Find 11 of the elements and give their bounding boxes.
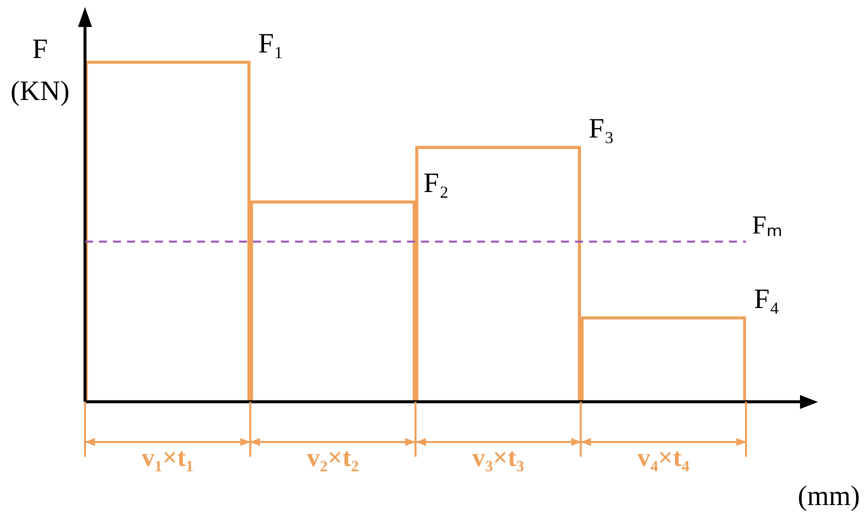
y-axis-title: F (KN) <box>10 34 70 107</box>
x-tick-label: v₄×t₄ <box>637 443 690 472</box>
annotation: F₄ <box>754 284 780 315</box>
text: F₁ <box>258 28 284 60</box>
ref-line-label: Fₘ <box>752 210 782 240</box>
x-axis-title: (mm) <box>798 481 860 512</box>
annotation: F₂ <box>424 168 449 200</box>
annotation: F₃ <box>588 113 614 144</box>
x-tick-label: v₂×t₂ <box>306 443 360 472</box>
x-tick-label: v₃×t₃ <box>472 443 524 472</box>
x-tick-label: v₁×t₁ <box>142 443 194 472</box>
